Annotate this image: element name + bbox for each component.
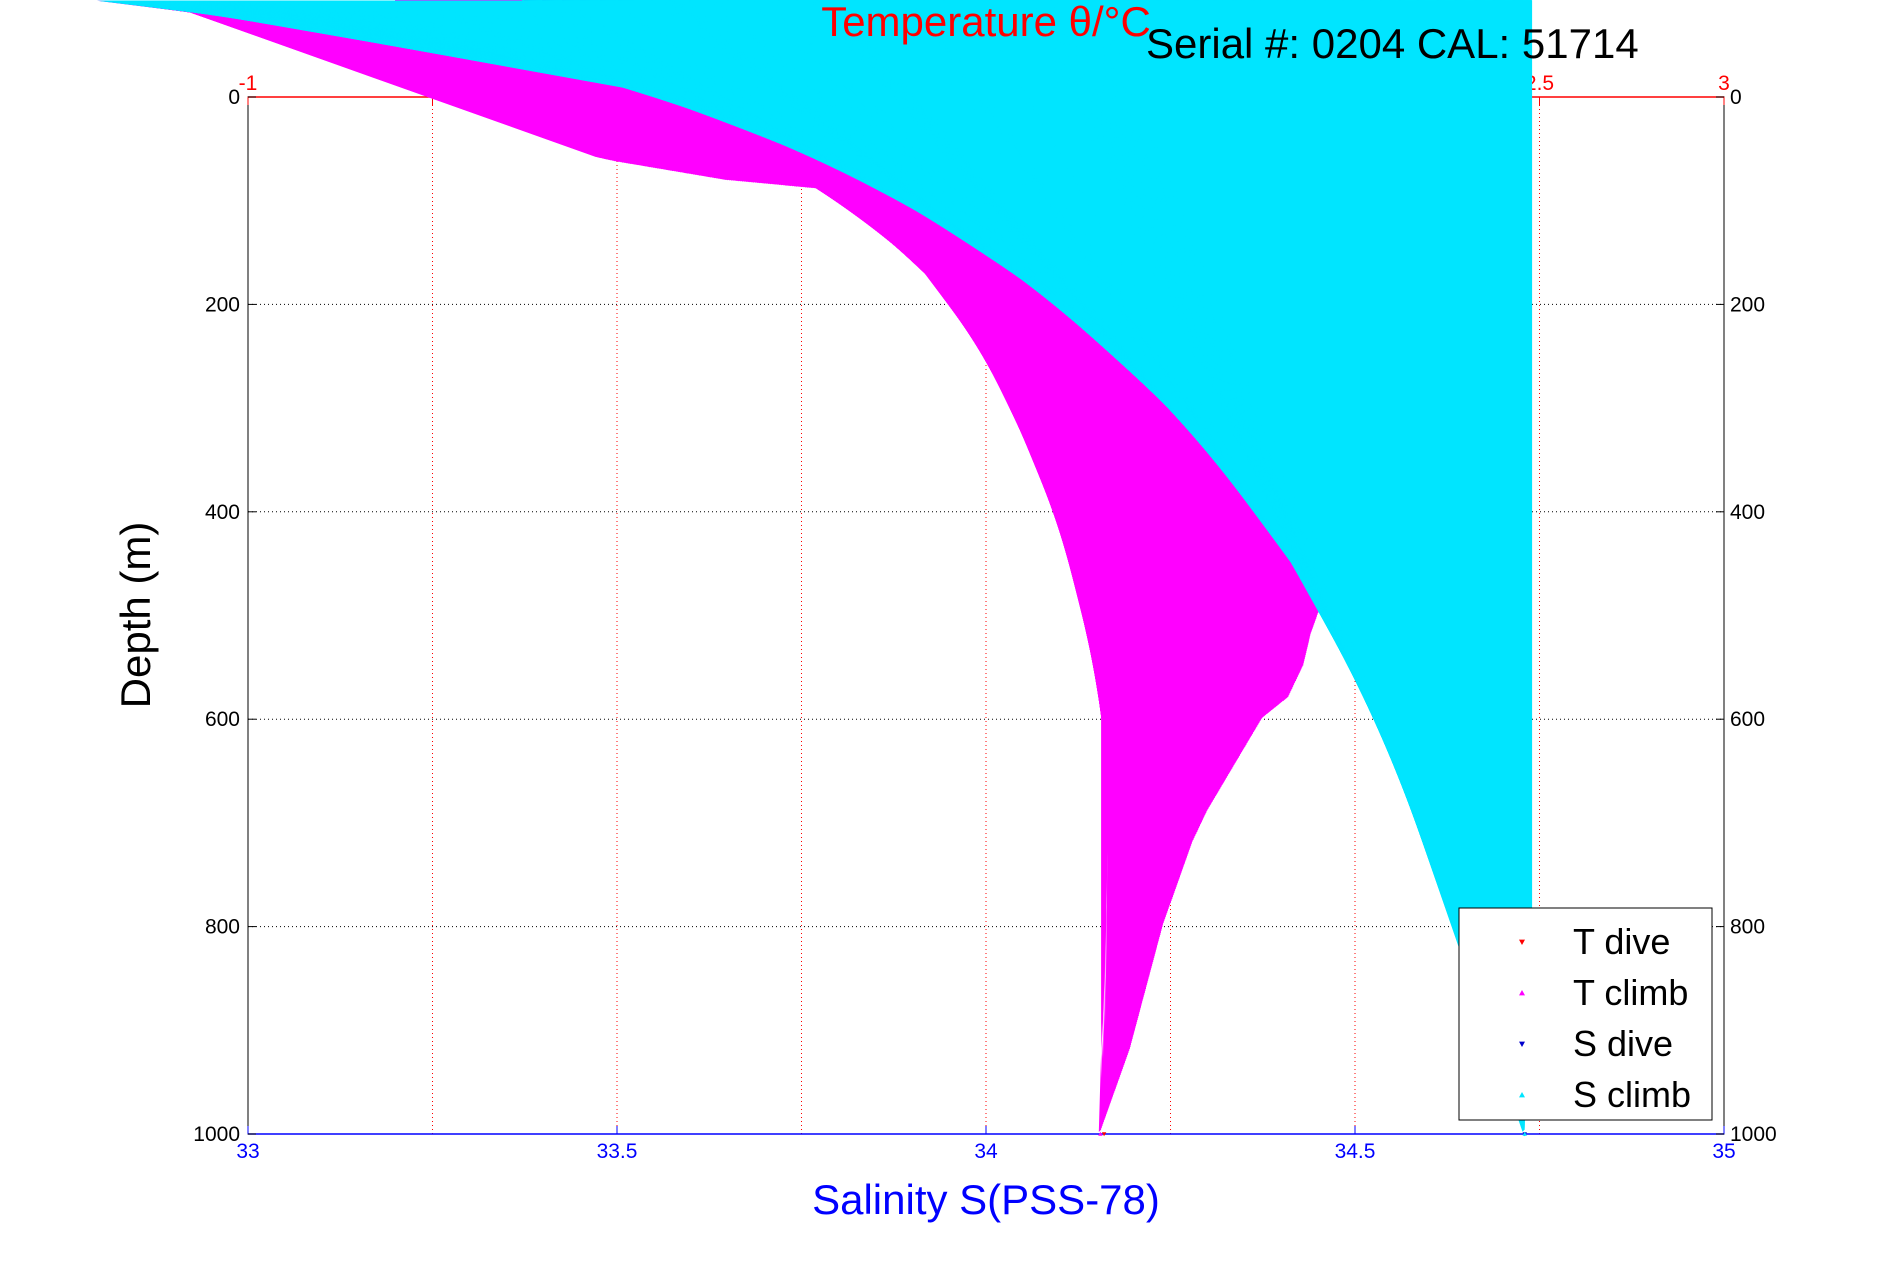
data-point xyxy=(1522,1131,1527,1136)
data-point xyxy=(1131,0,1525,1132)
data-point xyxy=(1098,1131,1103,1136)
left-tick-label: 0 xyxy=(228,86,240,109)
series-t-dive xyxy=(1101,1132,1107,1137)
legend-marker xyxy=(1519,1041,1525,1047)
bottom-tick-label: 33.5 xyxy=(597,1140,638,1163)
chart-title: Temperature θ/°C xyxy=(821,0,1151,45)
right-tick-label: 400 xyxy=(1730,501,1765,524)
top-tick-label: -1 xyxy=(239,72,258,95)
top-tick-label: 2.5 xyxy=(1525,72,1554,95)
data-point xyxy=(1101,1132,1107,1137)
bottom-tick-label: 33 xyxy=(236,1140,259,1163)
x-axis-label: Salinity S(PSS-78) xyxy=(812,1176,1160,1223)
bottom-tick-label: 34.5 xyxy=(1335,1140,1376,1163)
series-layer xyxy=(97,0,1533,1137)
left-tick-label: 200 xyxy=(205,293,240,316)
bottom-tick-label: 34 xyxy=(974,1140,998,1163)
left-tick-label: 400 xyxy=(205,501,240,524)
legend-marker xyxy=(1519,990,1525,996)
legend: T dive T climb S dive S climb xyxy=(1458,907,1713,1121)
legend-box xyxy=(1458,907,1713,1121)
top-tick-label: 3 xyxy=(1718,72,1730,95)
right-tick-label: 800 xyxy=(1730,916,1765,939)
right-tick-label: 0 xyxy=(1730,86,1742,109)
left-tick-label: 800 xyxy=(205,916,240,939)
right-tick-label: 600 xyxy=(1730,708,1765,731)
right-tick-label: 200 xyxy=(1730,293,1765,316)
legend-label: T climb xyxy=(1573,972,1688,1013)
chart-subtitle: Serial #: 0204 CAL: 51714 xyxy=(1146,20,1639,67)
legend-label: S climb xyxy=(1573,1074,1691,1115)
series-s-climb xyxy=(97,0,1533,1136)
left-tick-label: 1000 xyxy=(193,1123,240,1146)
legend-marker xyxy=(1519,939,1525,945)
legend-label: T dive xyxy=(1573,921,1670,962)
right-tick-label: 1000 xyxy=(1730,1123,1777,1146)
bottom-tick-label: 35 xyxy=(1712,1140,1735,1163)
left-tick-label: 600 xyxy=(205,708,240,731)
y-axis-label: Depth (m) xyxy=(112,522,159,709)
legend-label: S dive xyxy=(1573,1023,1673,1064)
legend-marker xyxy=(1519,1092,1525,1098)
